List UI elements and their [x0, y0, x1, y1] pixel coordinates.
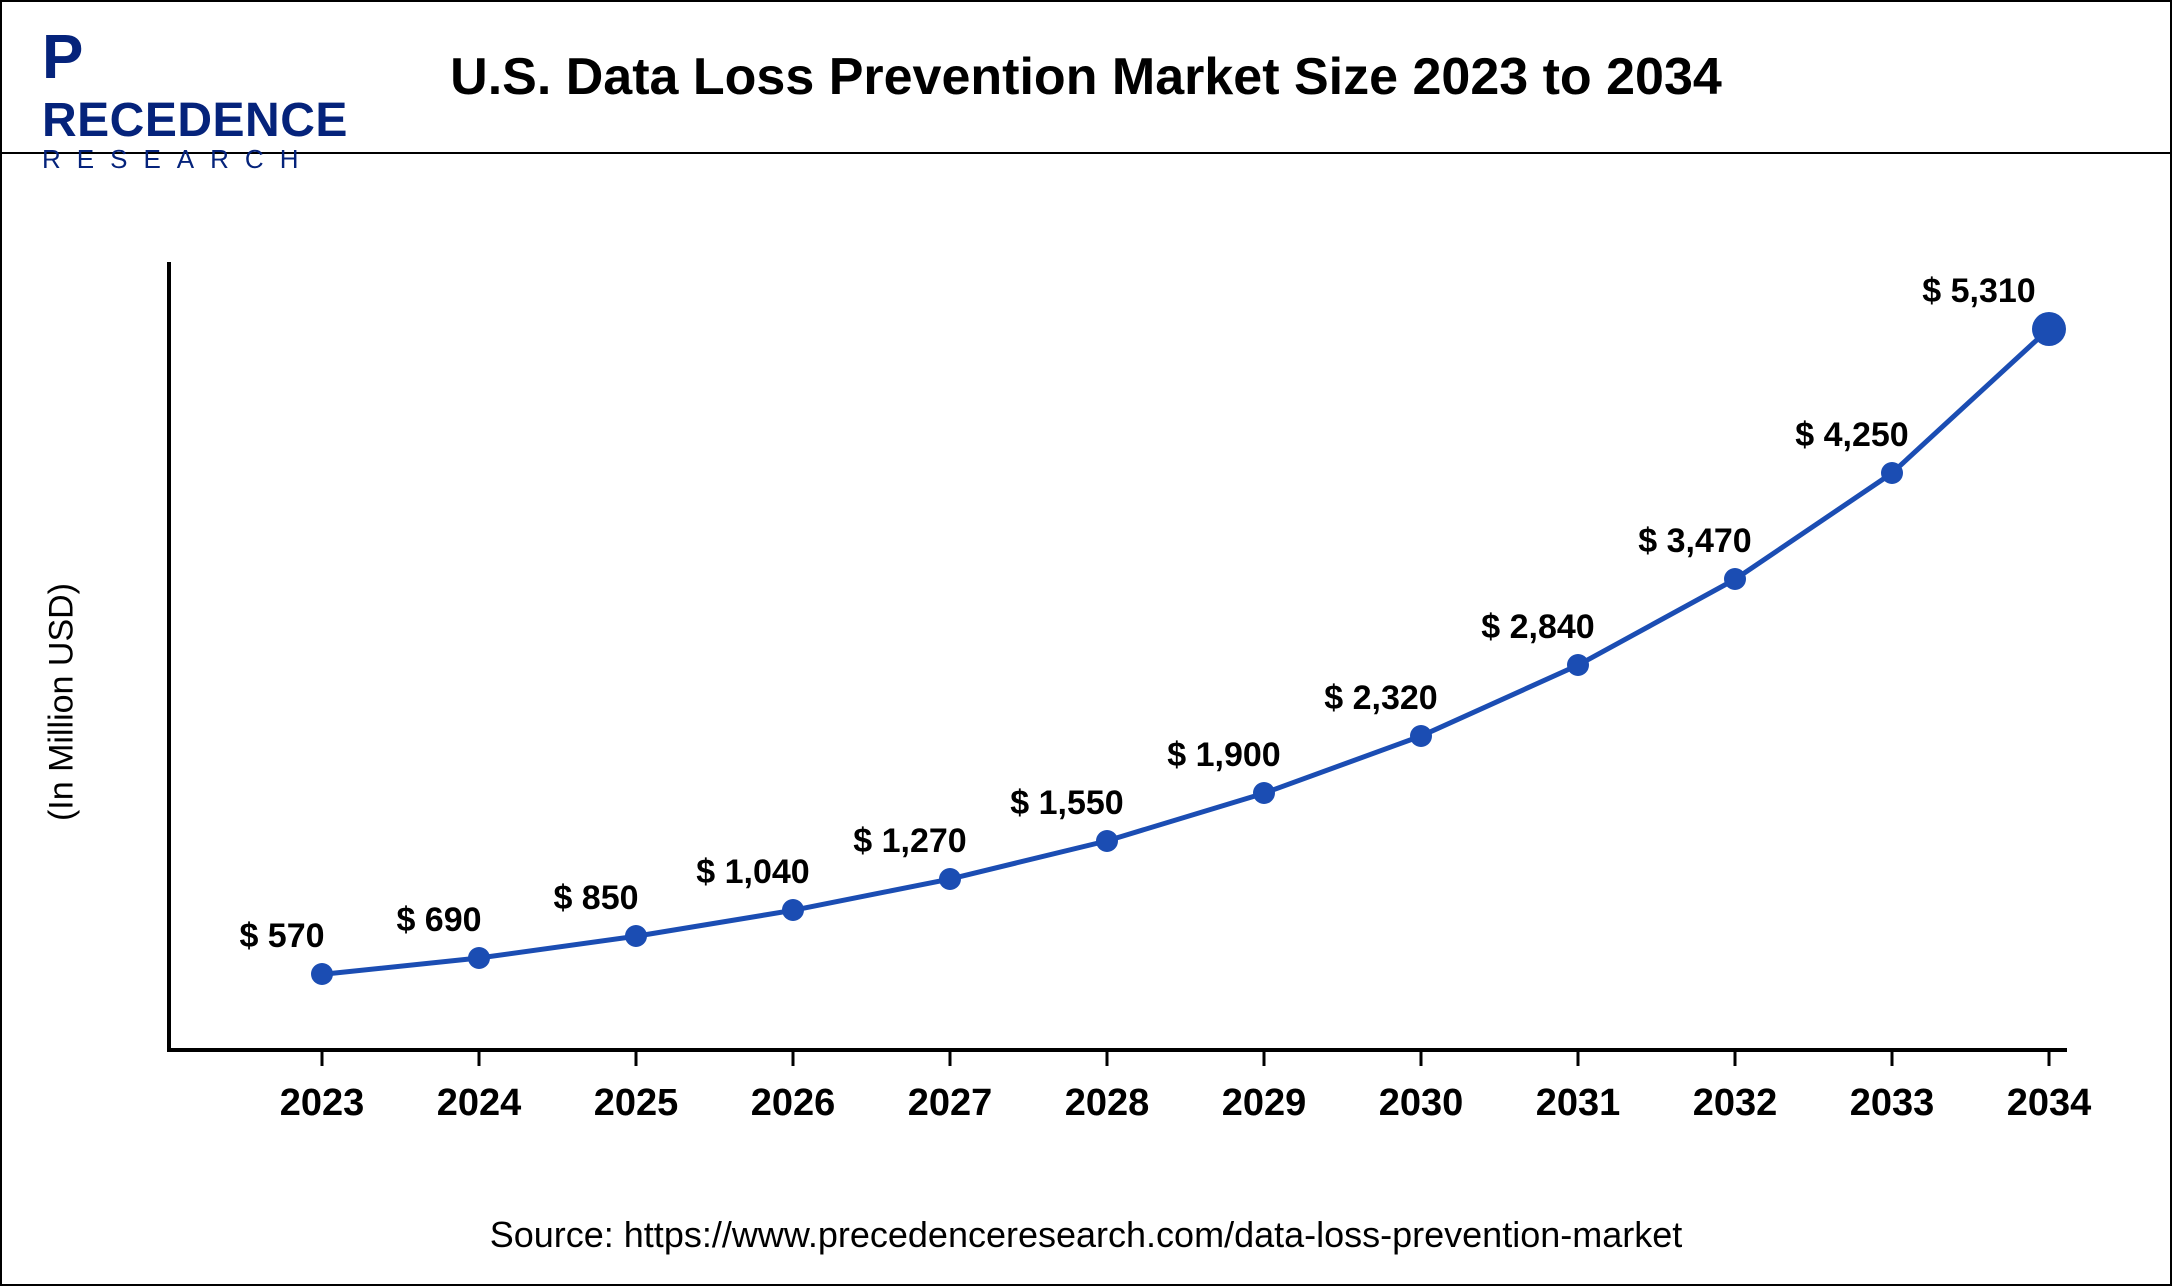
logo-top: PRECEDENCE	[42, 22, 382, 148]
source-text: Source: https://www.precedenceresearch.c…	[2, 1214, 2170, 1256]
x-tick-mark	[2048, 1052, 2051, 1066]
x-tick-mark	[1263, 1052, 1266, 1066]
value-label: $ 570	[239, 917, 324, 956]
data-point	[1724, 568, 1746, 590]
x-tick-mark	[792, 1052, 795, 1066]
brand-logo: PRECEDENCE RESEARCH	[42, 22, 382, 175]
data-point	[1881, 462, 1903, 484]
x-tick-mark	[1734, 1052, 1737, 1066]
data-point	[1567, 654, 1589, 676]
value-label: $ 4,250	[1795, 416, 1908, 455]
x-tick-mark	[1891, 1052, 1894, 1066]
data-point	[1410, 725, 1432, 747]
x-tick-mark	[635, 1052, 638, 1066]
data-point	[625, 925, 647, 947]
y-axis-label: (In Million USD)	[43, 583, 82, 821]
data-point	[2032, 312, 2066, 346]
logo-first-letter: P	[42, 22, 84, 93]
x-tick-label: 2024	[437, 1082, 522, 1125]
value-label: $ 1,900	[1167, 736, 1280, 775]
x-tick-label: 2031	[1536, 1082, 1621, 1125]
x-tick-mark	[949, 1052, 952, 1066]
value-label: $ 1,040	[696, 853, 809, 892]
x-tick-label: 2023	[280, 1082, 365, 1125]
data-point	[1253, 782, 1275, 804]
chart-container: PRECEDENCE RESEARCH U.S. Data Loss Preve…	[0, 0, 2172, 1286]
value-label: $ 5,310	[1922, 272, 2035, 311]
series-line	[322, 329, 2049, 975]
x-tick-mark	[1106, 1052, 1109, 1066]
value-label: $ 3,470	[1638, 522, 1751, 561]
x-tick-label: 2034	[2007, 1082, 2092, 1125]
header: PRECEDENCE RESEARCH U.S. Data Loss Preve…	[2, 2, 2170, 154]
chart-area: (In Million USD) $ 570$ 690$ 850$ 1,040$…	[102, 262, 2082, 1142]
x-tick-label: 2030	[1379, 1082, 1464, 1125]
x-tick-label: 2033	[1850, 1082, 1935, 1125]
x-tick-label: 2026	[751, 1082, 836, 1125]
data-point	[311, 963, 333, 985]
data-point	[1096, 830, 1118, 852]
value-label: $ 690	[396, 901, 481, 940]
data-point	[468, 947, 490, 969]
x-tick-mark	[1577, 1052, 1580, 1066]
x-tick-label: 2029	[1222, 1082, 1307, 1125]
x-tick-mark	[478, 1052, 481, 1066]
value-label: $ 1,550	[1010, 784, 1123, 823]
value-label: $ 2,840	[1481, 608, 1594, 647]
value-label: $ 2,320	[1324, 679, 1437, 718]
value-label: $ 850	[553, 879, 638, 918]
x-tick-label: 2028	[1065, 1082, 1150, 1125]
x-tick-mark	[1420, 1052, 1423, 1066]
plot-region: $ 570 $ 690 $ 850 $ 1,040 $ 1,270 $ 1,550 $ 1,…	[167, 262, 2067, 1052]
value-label: $ 1,270	[853, 822, 966, 861]
logo-sub: RESEARCH	[42, 144, 382, 175]
data-point	[939, 868, 961, 890]
x-tick-label: 2027	[908, 1082, 993, 1125]
logo-rest: RECEDENCE	[42, 94, 348, 147]
data-point	[782, 899, 804, 921]
x-tick-label: 2025	[594, 1082, 679, 1125]
x-tick-label: 2032	[1693, 1082, 1778, 1125]
x-tick-mark	[321, 1052, 324, 1066]
